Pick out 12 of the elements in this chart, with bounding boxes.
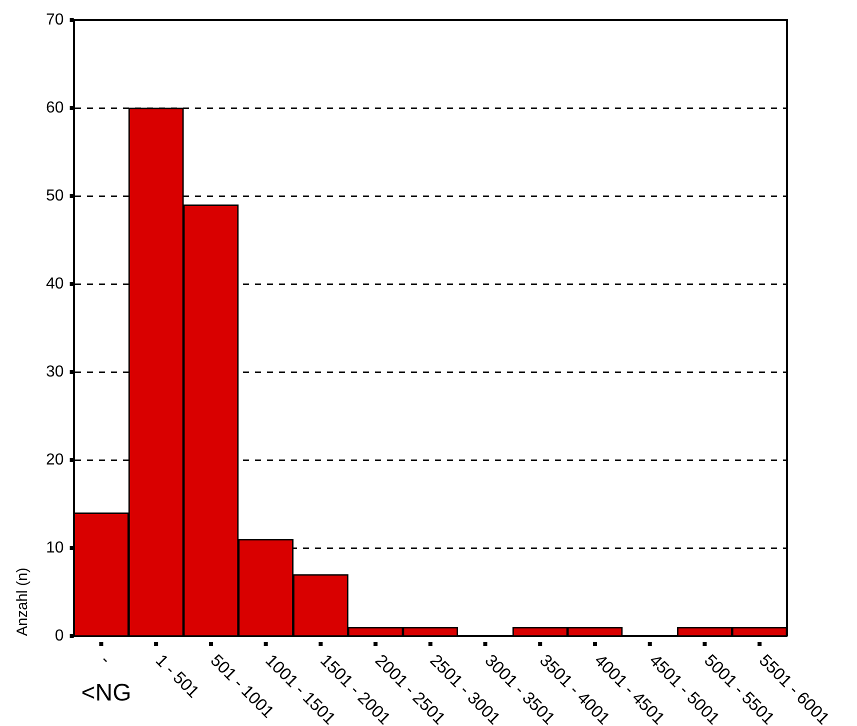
y-tick-label: 20	[46, 451, 64, 468]
y-tick-label: 70	[46, 11, 64, 28]
y-tick-label: 40	[46, 275, 64, 292]
y-tick-label: 50	[46, 187, 64, 204]
x-tick-label: -	[97, 650, 115, 668]
y-tick-label: 30	[46, 363, 64, 380]
y-axis-title: Anzahl (n)	[14, 568, 32, 636]
y-tick-label: 60	[46, 99, 64, 116]
y-tick-label: 10	[46, 539, 64, 556]
x-tick-label: 1 - 501	[152, 650, 203, 702]
y-tick-label: 0	[54, 627, 64, 644]
text: <NG	[81, 680, 132, 707]
